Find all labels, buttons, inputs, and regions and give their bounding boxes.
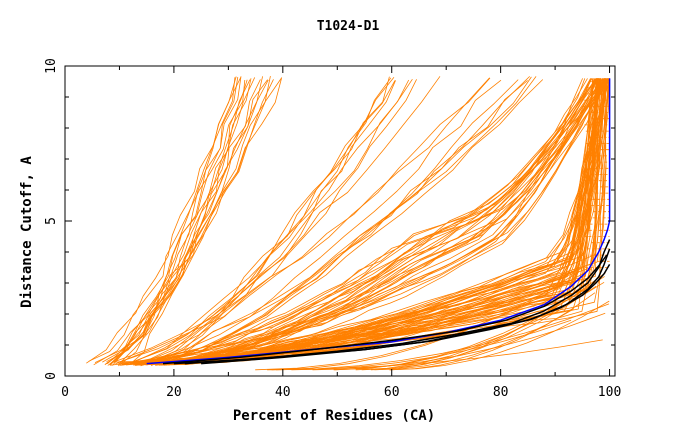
x-tick-label: 40 bbox=[275, 385, 291, 400]
background-model-line bbox=[374, 309, 574, 371]
background-model-line bbox=[138, 78, 610, 365]
background-model-line bbox=[109, 77, 239, 365]
background-model-line bbox=[134, 78, 588, 365]
background-model-line bbox=[144, 77, 392, 365]
x-tick-label: 60 bbox=[384, 385, 400, 400]
y-tick-label: 10 bbox=[44, 58, 59, 74]
background-model-line bbox=[112, 76, 263, 366]
background-model-lines bbox=[86, 76, 610, 371]
background-model-line bbox=[138, 78, 413, 366]
background-model-line bbox=[143, 78, 601, 363]
background-model-line bbox=[143, 78, 610, 364]
background-model-line bbox=[120, 78, 606, 366]
background-model-line bbox=[102, 79, 269, 363]
background-model-line bbox=[156, 78, 598, 363]
background-model-line bbox=[138, 79, 502, 365]
background-model-line bbox=[122, 78, 599, 365]
background-model-line bbox=[370, 282, 587, 371]
background-model-line bbox=[113, 77, 236, 363]
background-model-line bbox=[106, 77, 256, 363]
background-model-line bbox=[86, 77, 242, 364]
highlight-black-line bbox=[162, 254, 608, 365]
x-tick-label: 100 bbox=[598, 385, 621, 400]
x-axis-label: Percent of Residues (CA) bbox=[233, 408, 435, 424]
background-model-line bbox=[271, 271, 580, 371]
background-model-line bbox=[105, 76, 271, 365]
x-tick-label: 0 bbox=[61, 385, 69, 400]
background-model-line bbox=[88, 79, 246, 362]
highlight-black-line bbox=[201, 264, 611, 365]
background-model-line bbox=[361, 285, 597, 371]
background-model-line bbox=[118, 76, 237, 367]
y-axis-label: Distance Cutoff, A bbox=[19, 156, 35, 308]
axis-ticks: 0 20 40 60 80 100 0 5 10 bbox=[44, 58, 621, 400]
background-model-line bbox=[115, 77, 490, 365]
background-model-line bbox=[117, 76, 441, 363]
background-model-line bbox=[129, 78, 610, 364]
background-model-line bbox=[355, 272, 606, 371]
x-tick-label: 80 bbox=[493, 385, 509, 400]
background-model-line bbox=[118, 78, 600, 365]
background-model-line bbox=[140, 76, 537, 367]
background-model-line bbox=[125, 78, 609, 366]
background-model-line bbox=[125, 78, 593, 363]
background-model-line bbox=[150, 76, 530, 366]
background-model-line bbox=[111, 77, 491, 364]
background-model-line bbox=[164, 78, 600, 365]
y-tick-label: 0 bbox=[44, 372, 59, 380]
background-model-line bbox=[389, 300, 610, 371]
background-model-line bbox=[109, 79, 251, 366]
background-model-line bbox=[276, 303, 610, 371]
x-tick-label: 20 bbox=[166, 385, 182, 400]
background-model-line bbox=[156, 78, 608, 363]
background-model-line bbox=[131, 79, 248, 364]
background-model-line bbox=[142, 80, 396, 364]
background-model-line bbox=[150, 79, 417, 367]
background-model-line bbox=[154, 80, 528, 363]
background-model-line bbox=[150, 80, 396, 362]
background-model-line bbox=[134, 78, 607, 366]
chart-title: T1024-D1 bbox=[317, 19, 380, 34]
background-model-line bbox=[107, 79, 268, 366]
background-model-line bbox=[131, 76, 390, 363]
background-model-line bbox=[154, 79, 519, 366]
highlight-model-lines bbox=[146, 78, 611, 365]
background-model-line bbox=[255, 268, 592, 371]
background-model-line bbox=[312, 312, 606, 371]
y-tick-label: 5 bbox=[44, 217, 59, 225]
